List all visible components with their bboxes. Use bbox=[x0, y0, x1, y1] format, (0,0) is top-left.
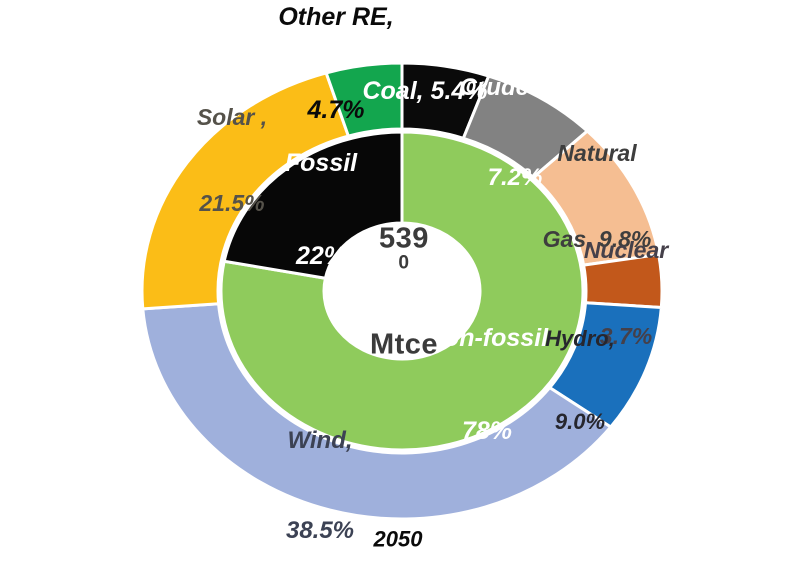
label-other-re-line1: Other RE, bbox=[278, 2, 394, 31]
label-natural-gas: Natural Gas, 9.8% bbox=[543, 81, 652, 311]
label-crude-oil-line2: 7.2% bbox=[487, 164, 543, 191]
label-wind: Wind, 38.5% bbox=[286, 366, 354, 562]
label-fossil-line1: Fossil bbox=[284, 148, 358, 177]
label-solar-line2: 21.5% bbox=[199, 189, 265, 216]
label-nuclear-line1: Nuclear bbox=[583, 236, 669, 263]
label-nuclear: Nuclear 3.7% bbox=[584, 178, 668, 408]
label-coal-line1: Coal, 5.4% bbox=[362, 76, 488, 105]
label-hydro-line1: Hydro, bbox=[545, 326, 615, 351]
label-solar-line1: Solar , bbox=[196, 103, 268, 130]
center-total-value-main: 539 bbox=[379, 222, 429, 255]
label-crude-oil: Crude oil, 7.2% bbox=[460, 13, 571, 253]
label-other-re: Other RE, 4.7% bbox=[278, 0, 393, 189]
label-nuclear-line2: 3.7% bbox=[599, 322, 653, 349]
label-fossil-line2: 22% bbox=[295, 242, 347, 271]
label-coal: Coal, 5.4% bbox=[362, 13, 487, 169]
center-total-unit: Mtce bbox=[369, 328, 439, 361]
label-fossil: Fossil 22% bbox=[285, 85, 357, 335]
center-total-label: 539 0 Mtce bbox=[370, 166, 438, 417]
label-wind-line2: 38.5% bbox=[285, 517, 355, 544]
label-non-fossil-line1: Non-fossil bbox=[425, 323, 549, 352]
center-total-value-sup: 0 bbox=[398, 252, 410, 274]
caption-year: 2050 bbox=[373, 526, 423, 552]
label-natural-gas-line1: Natural bbox=[557, 139, 637, 166]
label-non-fossil: Non-fossil 78% bbox=[426, 260, 548, 510]
inner-slice-fossil bbox=[222, 130, 404, 280]
label-non-fossil-line2: 78% bbox=[461, 417, 513, 446]
label-hydro-line2: 9.0% bbox=[554, 408, 606, 434]
label-wind-line1: Wind, bbox=[287, 427, 353, 454]
label-hydro: Hydro, 9.0% bbox=[545, 270, 615, 490]
label-solar: Solar , 21.5% bbox=[197, 45, 267, 275]
label-other-re-line2: 4.7% bbox=[307, 96, 365, 125]
inner-slice-non-fossil bbox=[219, 130, 585, 452]
label-natural-gas-line2: Gas, 9.8% bbox=[542, 225, 652, 252]
outer-slice-other-re bbox=[324, 61, 404, 138]
center-total-value: 539 0 bbox=[370, 222, 438, 274]
outer-slice-wind bbox=[141, 302, 613, 521]
label-crude-oil-line1: Crude oil, bbox=[459, 74, 571, 101]
